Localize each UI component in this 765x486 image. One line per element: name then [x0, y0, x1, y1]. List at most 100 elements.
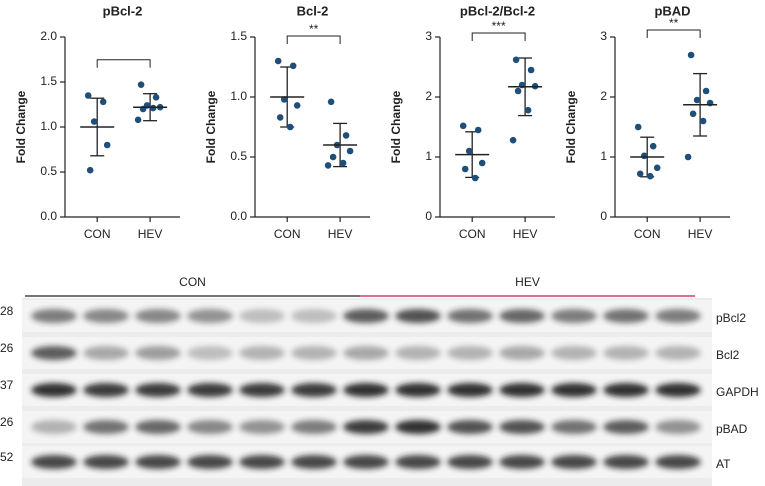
blot-band — [135, 346, 181, 360]
data-point — [640, 152, 648, 160]
data-point — [687, 51, 695, 59]
blot-band — [187, 383, 233, 397]
blot-band — [291, 309, 337, 323]
x-tick-label: HEV — [513, 227, 538, 241]
data-point — [289, 62, 297, 70]
y-tick-label: 0.5 — [40, 164, 57, 178]
x-tick-label: CON — [274, 227, 301, 241]
protein-label: GAPDH — [716, 385, 759, 399]
blot-band — [187, 420, 233, 434]
chart-title: pBcl-2 — [103, 3, 143, 18]
x-tick-label: HEV — [328, 227, 353, 241]
blot-band — [135, 420, 181, 434]
blot-band — [239, 346, 285, 360]
y-tick-label: 1.5 — [230, 29, 247, 43]
blot-band — [291, 346, 337, 360]
data-point — [342, 132, 350, 139]
blot-band — [447, 455, 493, 469]
blot-band — [83, 346, 129, 360]
significance-bracket — [646, 29, 701, 38]
blot-band — [551, 309, 597, 323]
blot-band — [31, 455, 77, 469]
blot-band — [187, 309, 233, 323]
blot-band — [603, 309, 649, 323]
blot-band — [499, 420, 545, 434]
blot-band — [447, 383, 493, 397]
blot-band — [343, 420, 389, 434]
blot-band — [83, 309, 129, 323]
blot-band — [343, 455, 389, 469]
y-tick-label: 2.0 — [40, 29, 57, 43]
blot-band — [291, 455, 337, 469]
data-point — [699, 117, 707, 125]
blot-band — [31, 420, 77, 434]
protein-label: AT — [716, 457, 731, 471]
blot-band — [655, 346, 701, 360]
data-point — [465, 147, 473, 155]
data-point — [329, 153, 337, 161]
significance-bracket — [286, 35, 341, 44]
blot-band — [135, 309, 181, 323]
y-tick-label: 3 — [600, 29, 607, 43]
data-point — [84, 92, 92, 99]
data-point — [99, 98, 107, 106]
data-point — [90, 118, 98, 125]
marker-label: 28 — [0, 304, 14, 318]
y-tick-label: 2 — [600, 89, 607, 103]
data-point — [461, 165, 469, 173]
marker-label: 26 — [0, 341, 14, 355]
protein-label: Bcl2 — [716, 348, 740, 362]
blot-band — [31, 383, 77, 397]
blot-band — [83, 383, 129, 397]
y-tick-label: 2 — [425, 89, 432, 103]
data-point — [137, 81, 145, 88]
blot-band — [31, 346, 77, 360]
data-point — [286, 123, 294, 131]
blot-band — [239, 455, 285, 469]
blot-band — [603, 346, 649, 360]
data-point — [459, 122, 467, 130]
data-point — [689, 110, 697, 118]
marker-label: 52 — [0, 450, 14, 464]
blot-band — [135, 455, 181, 469]
y-axis-label: Fold Change — [564, 90, 578, 163]
blot-band — [655, 420, 701, 434]
blot-band — [499, 455, 545, 469]
x-tick-label: HEV — [688, 227, 713, 241]
data-point — [152, 94, 160, 101]
y-tick-label: 0.0 — [40, 209, 57, 223]
blot-band — [291, 420, 337, 434]
x-tick-label: CON — [634, 227, 661, 241]
blot-band — [655, 455, 701, 469]
data-point — [274, 57, 282, 65]
blot-band — [655, 383, 701, 397]
data-point — [702, 87, 710, 95]
data-point — [646, 172, 654, 180]
chart-title: Bcl-2 — [297, 3, 329, 18]
significance-label: ** — [309, 22, 319, 36]
blot-band — [343, 383, 389, 397]
y-tick-label: 3 — [425, 29, 432, 43]
blot-band — [187, 346, 233, 360]
significance-bracket — [96, 59, 151, 68]
data-point — [134, 116, 142, 124]
blot-band — [135, 383, 181, 397]
blot-band — [551, 420, 597, 434]
blot-band — [395, 455, 441, 469]
data-point — [693, 96, 701, 104]
data-point — [324, 162, 332, 169]
group-label: HEV — [515, 275, 540, 289]
blot-band — [187, 455, 233, 469]
blot-band — [239, 309, 285, 323]
blot-band — [395, 383, 441, 397]
blot-band — [343, 309, 389, 323]
data-point — [514, 87, 522, 95]
data-point — [684, 153, 692, 161]
blot-band — [395, 346, 441, 360]
marker-label: 37 — [0, 378, 14, 392]
marker-label: 26 — [0, 415, 14, 429]
data-point — [634, 123, 642, 131]
blot-band — [551, 455, 597, 469]
blot-band — [499, 383, 545, 397]
data-point — [149, 104, 157, 112]
